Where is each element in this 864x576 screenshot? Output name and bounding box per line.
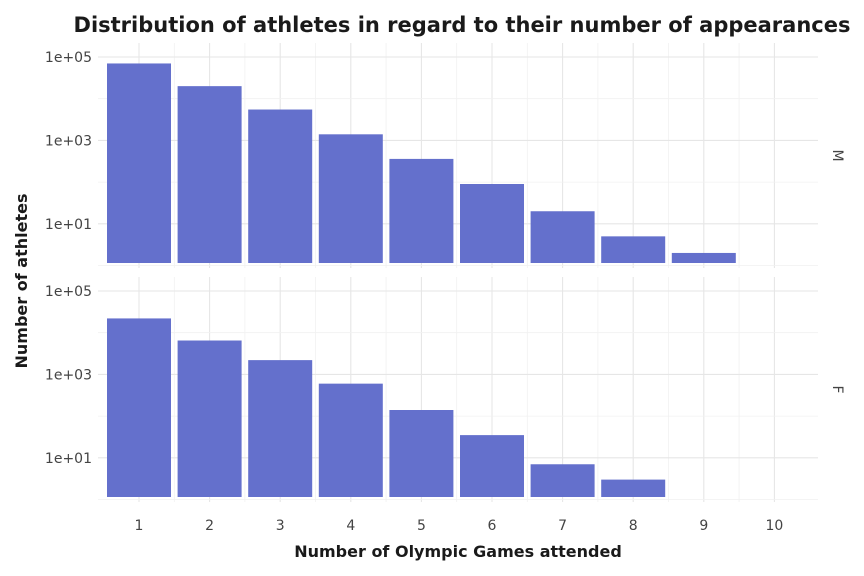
y-tick-label: 1e+01 xyxy=(45,217,92,233)
panel-M: 1e+01 1e+03 1e+05 M xyxy=(45,43,845,268)
x-tick-label: 2 xyxy=(205,518,214,534)
bar-M-8 xyxy=(601,236,666,263)
bar-M-2 xyxy=(177,86,242,263)
bar-M-4 xyxy=(318,134,383,263)
bar-M-1 xyxy=(107,63,171,263)
bar-F-5 xyxy=(389,410,454,497)
strip-label-M: M xyxy=(829,149,845,161)
chart-title: Distribution of athletes in regard to th… xyxy=(74,13,851,37)
x-tick-label: 7 xyxy=(558,518,567,534)
x-tick-label: 10 xyxy=(765,518,783,534)
bar-F-8 xyxy=(601,479,666,497)
panel-F: 1e+01 1e+03 1e+05 F xyxy=(45,277,845,502)
x-tick-label: 1 xyxy=(135,518,144,534)
bar-F-3 xyxy=(248,360,313,497)
y-axis-title: Number of athletes xyxy=(12,194,31,369)
y-tick-label: 1e+03 xyxy=(45,367,92,383)
bar-F-7 xyxy=(530,464,595,497)
x-tick-label: 3 xyxy=(276,518,285,534)
strip-label-F: F xyxy=(829,385,845,393)
bar-F-1 xyxy=(107,318,171,497)
bar-F-6 xyxy=(460,435,524,497)
x-tick-label: 4 xyxy=(346,518,355,534)
bar-M-7 xyxy=(530,211,595,263)
x-tick-label: 5 xyxy=(417,518,426,534)
bar-F-2 xyxy=(177,340,242,497)
x-axis-title: Number of Olympic Games attended xyxy=(294,542,622,561)
x-tick-label: 9 xyxy=(699,518,708,534)
bar-M-5 xyxy=(389,158,454,263)
x-tick-label: 6 xyxy=(488,518,497,534)
y-tick-label: 1e+03 xyxy=(45,133,92,149)
chart-panels: 1e+01 1e+03 1e+05 M 1e+01 1e+03 1e+05 F 1 2 3 4 5 6 7 8… xyxy=(45,43,845,534)
bar-M-6 xyxy=(460,184,524,263)
bar-M-9 xyxy=(671,252,736,263)
bar-M-3 xyxy=(248,109,313,263)
bar-F-4 xyxy=(318,383,383,497)
y-tick-label: 1e+05 xyxy=(45,284,92,300)
y-tick-label: 1e+01 xyxy=(45,451,92,467)
y-tick-label: 1e+05 xyxy=(45,50,92,66)
x-tick-label: 8 xyxy=(629,518,638,534)
